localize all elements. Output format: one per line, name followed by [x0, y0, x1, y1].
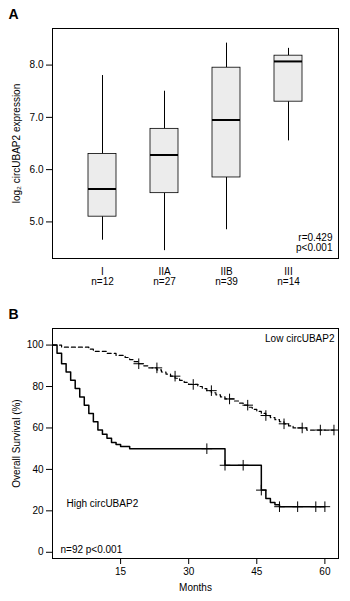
svg-text:n=92 p<0.001: n=92 p<0.001: [61, 544, 123, 555]
svg-text:7.0: 7.0: [30, 112, 44, 123]
svg-text:IIAn=27: IIAn=27: [153, 266, 176, 287]
svg-text:30: 30: [183, 566, 195, 577]
svg-text:15: 15: [115, 566, 127, 577]
svg-text:Months: Months: [179, 582, 212, 593]
svg-text:100: 100: [27, 339, 44, 350]
svg-text:In=12: In=12: [91, 266, 114, 287]
svg-text:80: 80: [32, 381, 44, 392]
svg-text:20: 20: [32, 505, 44, 516]
svg-text:IIBn=39: IIBn=39: [215, 266, 238, 287]
svg-text:r=0.429p<0.001: r=0.429p<0.001: [296, 232, 333, 253]
svg-text:60: 60: [32, 422, 44, 433]
svg-text:0: 0: [38, 546, 44, 557]
svg-text:60: 60: [319, 566, 331, 577]
svg-text:High circUBAP2: High circUBAP2: [67, 498, 139, 509]
svg-text:log₂ circUBAP2 expression: log₂ circUBAP2 expression: [11, 84, 22, 204]
svg-text:A: A: [9, 6, 19, 22]
svg-text:Overall Survival (%): Overall Survival (%): [11, 399, 22, 487]
svg-text:8.0: 8.0: [30, 59, 44, 70]
svg-text:40: 40: [32, 464, 44, 475]
svg-text:IIIn=14: IIIn=14: [277, 266, 300, 287]
svg-text:Low circUBAP2: Low circUBAP2: [265, 333, 335, 344]
svg-text:5.0: 5.0: [30, 216, 44, 227]
svg-text:B: B: [9, 306, 19, 322]
svg-text:6.0: 6.0: [30, 164, 44, 175]
svg-text:45: 45: [251, 566, 263, 577]
